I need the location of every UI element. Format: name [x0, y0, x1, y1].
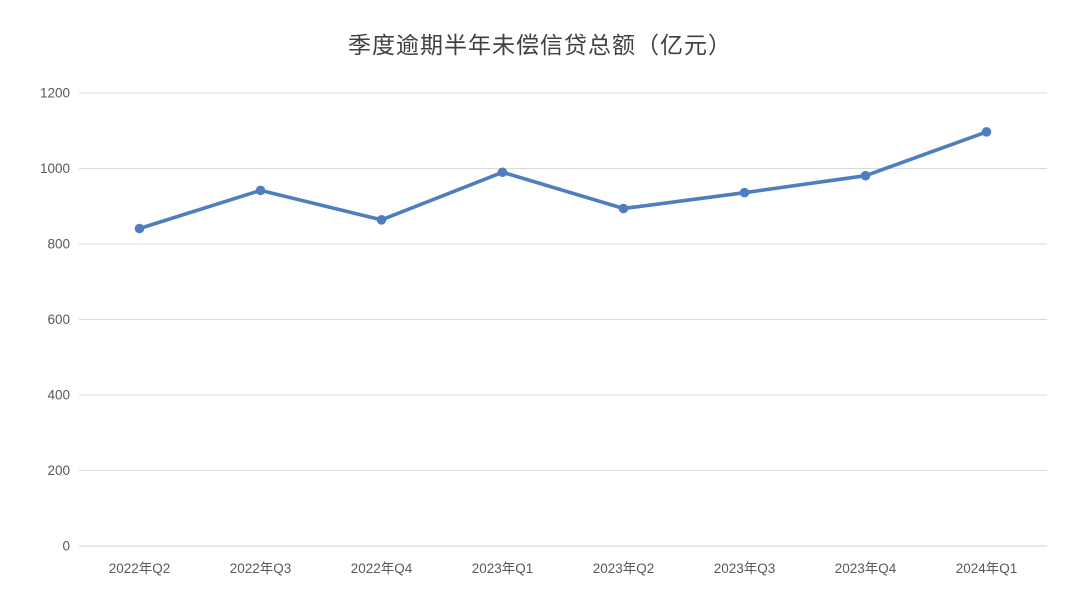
x-axis-tick-label: 2024年Q1	[956, 561, 1018, 576]
y-axis-tick-label: 200	[47, 463, 70, 478]
data-point	[981, 127, 992, 137]
chart-title: 季度逾期半年未偿信贷总额（亿元）	[348, 33, 732, 59]
x-axis-tick-label: 2023年Q3	[714, 561, 776, 576]
y-axis-tick-label: 1200	[40, 86, 70, 101]
y-axis-tick-label: 600	[47, 312, 70, 327]
x-axis-tick-label: 2023年Q1	[472, 561, 534, 576]
data-point	[739, 187, 750, 198]
data-line	[137, 130, 989, 231]
data-point	[497, 167, 508, 178]
data-point	[618, 203, 629, 214]
y-axis-tick-label: 0	[62, 539, 70, 554]
y-axis-tick-label: 1000	[40, 161, 70, 176]
x-axis-tick-label: 2023年Q4	[835, 561, 897, 576]
x-axis-tick-label: 2022年Q2	[109, 561, 171, 576]
data-point	[376, 215, 387, 225]
data-point	[255, 185, 266, 196]
data-point	[860, 170, 871, 181]
x-axis-tick-label: 2022年Q4	[351, 561, 413, 576]
x-axis-tick-label: 2022年Q3	[230, 561, 292, 576]
data-point	[134, 223, 145, 234]
y-axis-tick-label: 800	[47, 237, 70, 252]
y-axis-tick-label: 400	[47, 388, 70, 403]
x-axis-tick-label: 2023年Q2	[593, 561, 655, 576]
